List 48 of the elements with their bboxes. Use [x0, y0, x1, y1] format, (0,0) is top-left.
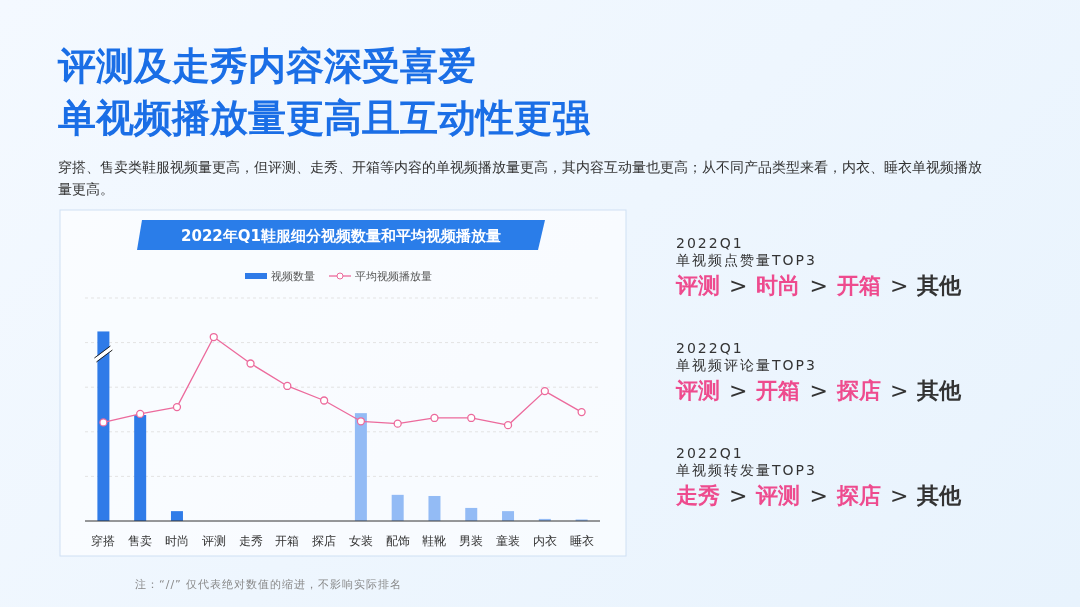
text: 单视频点赞量TOP3 — [676, 252, 817, 270]
text: 其他 — [917, 273, 962, 298]
text: 评测 — [676, 273, 720, 298]
text: > — [809, 378, 828, 403]
text: 评测 — [676, 378, 720, 403]
x-tick-label: 开箱 — [275, 534, 300, 548]
text: 开箱 — [756, 378, 801, 403]
text: 开箱 — [836, 273, 881, 298]
x-tick-label: 童装 — [496, 534, 521, 548]
text: 探店 — [836, 483, 881, 508]
text: 2022Q1 — [676, 445, 744, 461]
x-tick-label: 走秀 — [238, 534, 263, 548]
legend-label: 平均视频播放量 — [355, 270, 432, 283]
text: 时尚 — [756, 273, 801, 298]
x-tick-label: 售卖 — [128, 534, 153, 548]
text: > — [729, 378, 748, 403]
text: 走秀 — [676, 483, 720, 508]
x-tick-label: 探店 — [312, 534, 337, 548]
text: 单视频评论量TOP3 — [676, 357, 817, 375]
text: 评测及走秀内容深受喜爱 — [58, 43, 476, 90]
text: > — [729, 483, 748, 508]
x-tick-label: 睡衣 — [569, 534, 594, 548]
x-tick-label: 配饰 — [385, 534, 410, 548]
text: > — [729, 273, 748, 298]
text: > — [809, 273, 828, 298]
text: 穿搭、售卖类鞋服视频量更高，但评测、走秀、开箱等内容的单视频播放量更高，其内容互动量也更高；从不同产品类型来看，内衣、睡衣单视频播放量更高。 — [58, 158, 983, 199]
text: > — [809, 483, 828, 508]
text: 2022Q1 — [676, 340, 744, 356]
x-tick-label: 穿搭 — [91, 534, 116, 548]
text: 探店 — [836, 378, 881, 403]
legend-label: 视频数量 — [271, 270, 315, 283]
text: 其他 — [917, 483, 962, 508]
text: > — [889, 483, 909, 508]
x-tick-label: 评测 — [201, 534, 226, 548]
x-tick-label: 内衣 — [532, 534, 557, 548]
text: 2022Q1 — [676, 235, 744, 251]
x-tick-label: 鞋靴 — [422, 534, 447, 548]
text: 单视频播放量更高且互动性更强 — [58, 95, 590, 142]
x-tick-label: 时尚 — [164, 534, 189, 548]
x-tick-label: 男装 — [459, 534, 484, 548]
chart-title: 2022年Q1鞋服细分视频数量和平均视频播放量 — [181, 227, 501, 245]
text: 其他 — [917, 378, 962, 403]
text: 单视频转发量TOP3 — [676, 462, 817, 480]
text: > — [889, 378, 909, 403]
text: 评测 — [756, 483, 801, 508]
text: 注：“//” 仅代表绝对数值的缩进，不影响实际排名 — [135, 578, 403, 591]
text: > — [889, 273, 909, 298]
x-tick-label: 女装 — [348, 534, 373, 548]
